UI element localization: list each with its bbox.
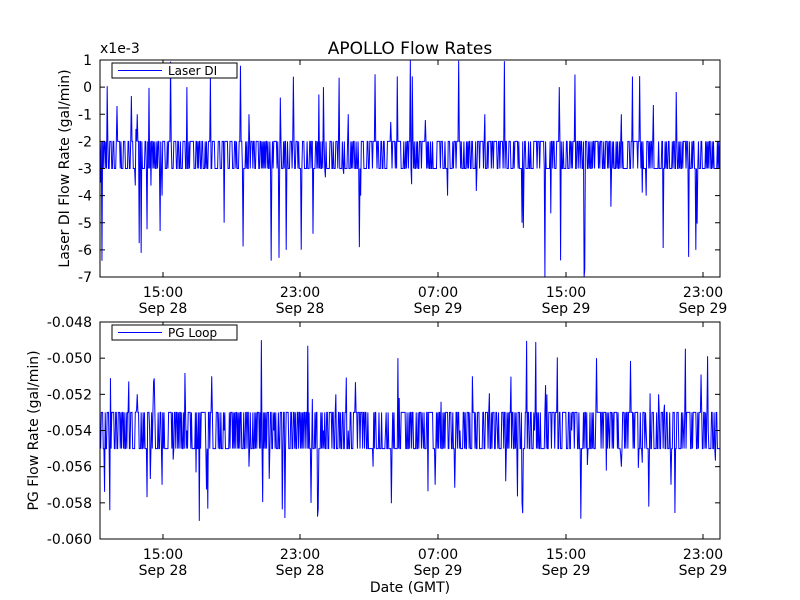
y-axis-label: PG Flow Rate (gal/min) (26, 350, 42, 510)
x-tick-label-time: 15:00 (546, 285, 586, 301)
y-tick-label: -1 (78, 107, 92, 123)
y-tick-label: -0.054 (47, 424, 92, 440)
x-tick-label-time: 23:00 (280, 547, 320, 563)
bottom-panel: -0.048 -0.050 -0.052 -0.054 -0.056 -0.058 -0.0… (26, 315, 727, 579)
legend-box (111, 62, 238, 79)
y-tick-label: -0.052 (47, 387, 92, 403)
x-tick-label-date: Sep 29 (414, 563, 463, 579)
y-axis-label: Laser DI Flow Rate (gal/min) (57, 69, 73, 267)
y-tick-label: -4 (78, 189, 92, 205)
y-tick-label: -5 (78, 216, 92, 232)
shared-x-axis-label: Date (GMT) (370, 580, 450, 596)
y-tick-label: -3 (78, 162, 92, 178)
series-line-pg-loop (100, 340, 720, 521)
x-tick-label-date: Sep 29 (679, 301, 728, 317)
x-tick-label-date: Sep 29 (542, 301, 591, 317)
y-tick-label: -0.058 (47, 496, 92, 512)
legend: PG Loop (111, 324, 238, 341)
y-tick-label: -0.048 (47, 315, 92, 331)
x-tick-label-date: Sep 28 (139, 563, 188, 579)
y-tick-label: -6 (78, 243, 92, 259)
y-tick-label: -0.060 (47, 532, 92, 548)
x-tick-label-date: Sep 29 (679, 563, 728, 579)
x-tick-label-date: Sep 28 (276, 563, 325, 579)
x-tick-label-time: 15:00 (143, 547, 183, 563)
x-tick-label-date: Sep 29 (414, 301, 463, 317)
chart-title: APOLLO Flow Rates (328, 39, 493, 59)
y-tick-label: -2 (78, 134, 92, 150)
y-tick-label: 1 (83, 53, 92, 69)
legend: Laser DI (111, 62, 238, 79)
x-tick-label-time: 07:00 (418, 547, 458, 563)
y-tick-label: -0.056 (47, 460, 92, 476)
y-tick-label: -0.050 (47, 351, 92, 367)
x-tick-label-time: 23:00 (683, 547, 723, 563)
legend-box (111, 324, 238, 341)
x-tick-label-time: 23:00 (280, 285, 320, 301)
x-tick-label-time: 23:00 (683, 285, 723, 301)
legend-label: Laser DI (168, 64, 217, 78)
x-tick-label-time: 07:00 (418, 285, 458, 301)
legend-label: PG Loop (168, 326, 217, 340)
y-tick-label: 0 (83, 80, 92, 96)
x-tick-label-date: Sep 28 (139, 301, 188, 317)
offset-text: x1e-3 (100, 41, 140, 57)
x-tick-label-date: Sep 29 (542, 563, 591, 579)
x-tick-label-date: Sep 28 (276, 301, 325, 317)
x-tick-label-time: 15:00 (143, 285, 183, 301)
x-tick-label-time: 15:00 (546, 547, 586, 563)
y-tick-label: -7 (78, 270, 92, 286)
series-line-laser-di (100, 60, 720, 277)
